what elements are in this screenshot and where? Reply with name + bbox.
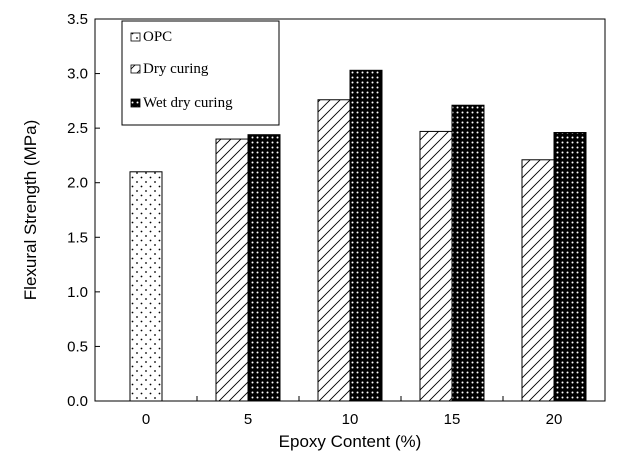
x-tick-label: 10	[342, 411, 359, 428]
y-axis-title: Flexural Strength (MPa)	[21, 120, 40, 300]
bar-group	[129, 69, 587, 402]
y-tick-label: 3.5	[67, 11, 88, 28]
y-tick-label: 0.5	[67, 338, 88, 355]
bar-dry-curing	[317, 99, 351, 402]
x-axis-title: Epoxy Content (%)	[279, 432, 422, 451]
y-tick-label: 1.0	[67, 284, 88, 301]
legend-swatch	[130, 32, 141, 42]
legend-swatch	[130, 98, 141, 108]
bar-wet-dry-curing	[553, 132, 587, 402]
bar-opc	[129, 171, 163, 402]
bar-dry-curing	[521, 159, 555, 402]
legend: OPC Dry curing Wet dry curing	[121, 20, 280, 126]
x-tick-label: 20	[546, 411, 563, 428]
bar-wet-dry-curing	[349, 69, 383, 402]
x-axis: 0 5 10 15 20	[142, 396, 563, 428]
bar-wet-dry-curing	[247, 134, 281, 402]
y-axis: 0.0 0.5 1.0 1.5 2.0 2.5 3.0 3.5	[67, 11, 100, 410]
legend-box	[121, 20, 280, 126]
y-tick-label: 2.0	[67, 175, 88, 192]
legend-label: OPC	[143, 29, 172, 45]
bar-wet-dry-curing	[451, 104, 485, 402]
legend-label: Dry curing	[143, 61, 209, 77]
legend-swatch	[130, 64, 141, 74]
y-tick-label: 1.5	[67, 229, 88, 246]
legend-label: Wet dry curing	[143, 95, 233, 111]
x-tick-label: 0	[142, 411, 150, 428]
x-tick-label: 5	[244, 411, 252, 428]
bar-dry-curing	[419, 130, 453, 402]
y-tick-label: 3.0	[67, 66, 88, 83]
x-tick-label: 15	[444, 411, 461, 428]
bar-dry-curing	[215, 138, 249, 402]
y-tick-label: 0.0	[67, 393, 88, 410]
y-tick-label: 2.5	[67, 120, 88, 137]
